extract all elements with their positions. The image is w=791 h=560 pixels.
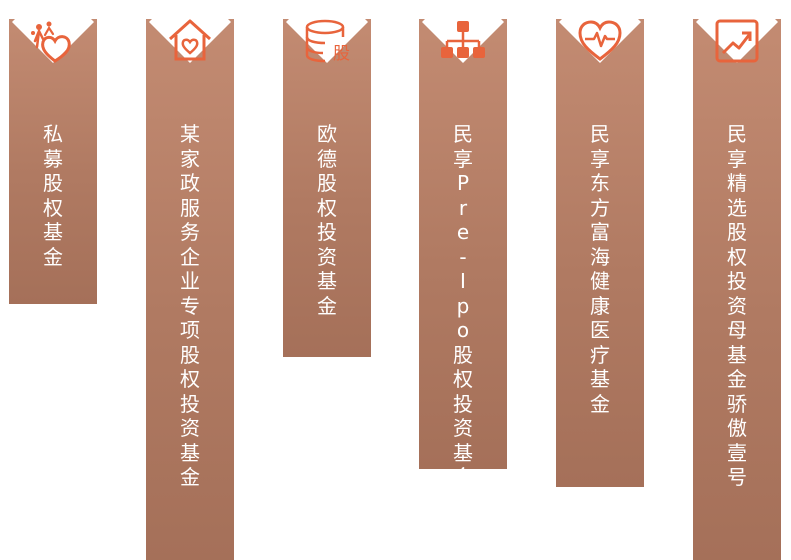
home-heart-icon <box>166 17 214 65</box>
heart-pulse-icon <box>576 17 624 65</box>
fund-title: 民享精选股权投资母基金骄傲壹号 <box>727 122 747 489</box>
fund-title: 私募股权基金 <box>43 122 63 269</box>
stock-database-icon: 股 <box>303 17 351 65</box>
stock-icon-text: 股 <box>333 44 350 64</box>
org-chart-icon <box>439 17 487 65</box>
fund-title: 某家政服务企业专项股权投资基金 <box>180 122 200 489</box>
growth-chart-icon <box>713 17 761 65</box>
charity-hands-heart-icon <box>29 17 77 65</box>
fund-card-health[interactable]: 民享东方富海健康医疗基金 <box>556 0 644 487</box>
fund-card-oude[interactable]: 股 欧德股权投资基金 <box>283 0 371 357</box>
fund-title: 欧德股权投资基金 <box>317 122 337 318</box>
fund-card-housekeeping[interactable]: 某家政服务企业专项股权投资基金 <box>146 0 234 560</box>
fund-card-fund-of-funds[interactable]: 民享精选股权投资母基金骄傲壹号 <box>693 0 781 560</box>
fund-card-private-equity[interactable]: 私募股权基金 <box>9 0 97 304</box>
fund-title: 民享东方富海健康医疗基金 <box>590 122 610 416</box>
